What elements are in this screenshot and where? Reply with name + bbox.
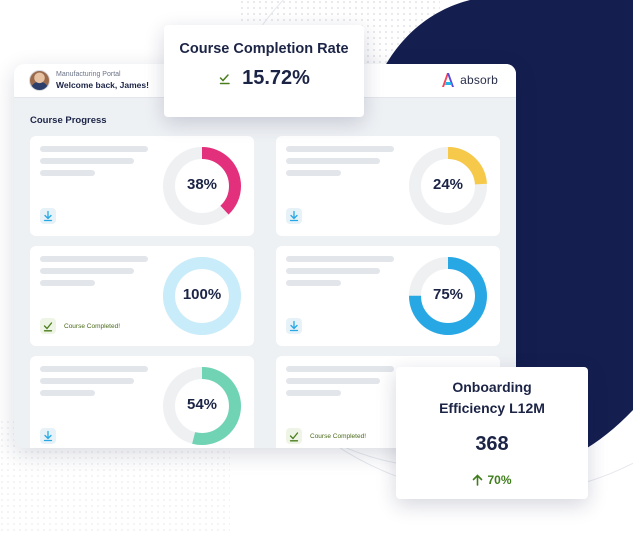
progress-percent: 100% [182, 286, 222, 303]
placeholder-line [40, 146, 148, 152]
progress-percent: 54% [186, 396, 218, 413]
progress-percent: 38% [186, 176, 218, 193]
placeholder-line [286, 170, 341, 176]
placeholder-line [40, 268, 134, 274]
progress-arc [409, 257, 487, 335]
completed-badge [286, 428, 302, 444]
progress-ring [163, 257, 241, 335]
portal-name: Manufacturing Portal [56, 71, 121, 78]
placeholder-line [286, 256, 394, 262]
progress-percent: 24% [432, 176, 464, 193]
placeholder-line [40, 378, 134, 384]
onboarding-title-line1: Onboarding [452, 379, 532, 395]
progress-percent: 75% [432, 286, 464, 303]
brand-logo[interactable]: absorb [440, 72, 498, 88]
placeholder-line [286, 146, 394, 152]
progress-ring [163, 367, 241, 445]
download-button[interactable] [286, 318, 302, 334]
placeholder-line [40, 390, 95, 396]
completed-status: Course Completed! [64, 323, 120, 330]
course-card[interactable]: 75% [276, 246, 500, 346]
download-icon [289, 210, 299, 222]
arrow-up-icon [473, 474, 483, 486]
onboarding-change-value: 70% [487, 473, 512, 487]
progress-ring [409, 257, 487, 335]
progress-arc [163, 147, 241, 225]
download-button[interactable] [40, 208, 56, 224]
course-card[interactable]: 38% [30, 136, 254, 236]
onboarding-title-line2: Efficiency L12M [439, 400, 545, 416]
placeholder-line [286, 378, 380, 384]
completed-status: Course Completed! [310, 433, 366, 440]
avatar[interactable] [29, 70, 50, 91]
download-icon [289, 320, 299, 332]
progress-ring [409, 147, 487, 225]
placeholder-line [40, 170, 95, 176]
placeholder-line [40, 256, 148, 262]
placeholder-line [40, 280, 95, 286]
placeholder-line [286, 158, 380, 164]
completion-rate-value: 15.72% [242, 67, 310, 89]
download-button[interactable] [286, 208, 302, 224]
onboarding-change: 70% [396, 473, 588, 487]
placeholder-line [40, 158, 134, 164]
progress-arc [163, 367, 241, 445]
absorb-logo-icon [442, 73, 455, 87]
placeholder-line [286, 280, 341, 286]
check-icon [219, 73, 230, 84]
completed-badge [40, 318, 56, 334]
placeholder-line [286, 268, 380, 274]
download-button[interactable] [40, 428, 56, 444]
progress-arc [163, 257, 241, 335]
onboarding-value: 368 [475, 433, 509, 455]
course-card[interactable]: 24% [276, 136, 500, 236]
placeholder-line [286, 390, 341, 396]
welcome-message: Welcome back, James! [56, 80, 149, 90]
check-icon [43, 322, 53, 332]
course-card[interactable]: 54% [30, 356, 254, 448]
progress-ring [163, 147, 241, 225]
section-title: Course Progress [30, 115, 107, 126]
check-icon [289, 432, 299, 442]
placeholder-line [286, 366, 394, 372]
onboarding-efficiency-card: Onboarding Efficiency L12M 368 70% [396, 367, 588, 499]
progress-arc [409, 147, 487, 225]
completion-rate-card: Course Completion Rate 15.72% [164, 25, 364, 117]
download-icon [43, 210, 53, 222]
brand-name: absorb [460, 73, 498, 87]
download-icon [43, 430, 53, 442]
course-card[interactable]: 100% Course Completed! [30, 246, 254, 346]
completion-rate-title: Course Completion Rate [179, 41, 349, 57]
placeholder-line [40, 366, 148, 372]
